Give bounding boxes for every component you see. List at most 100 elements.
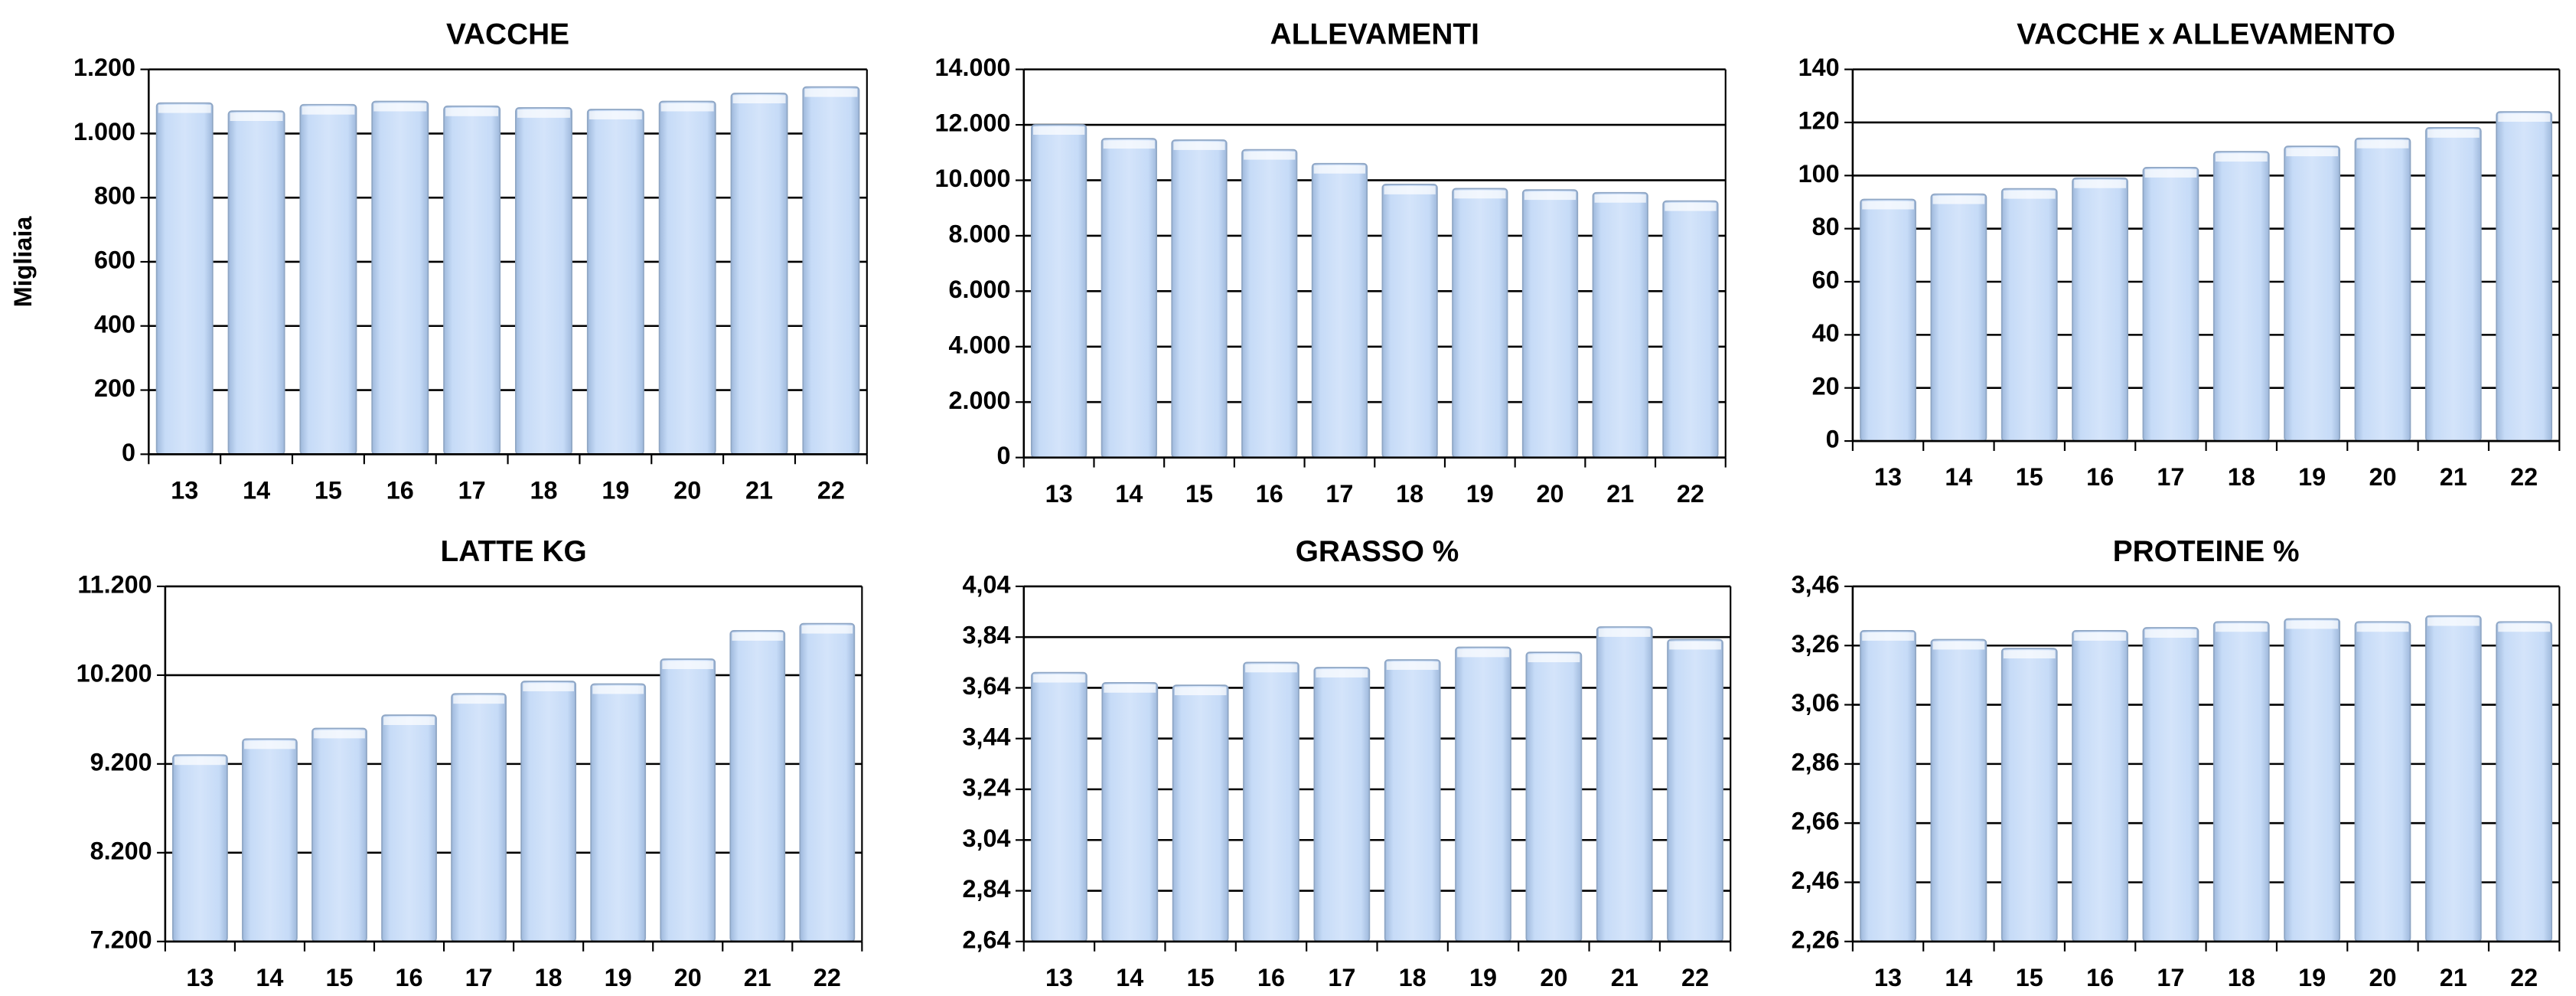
bar-top: [1033, 126, 1085, 135]
bar: [371, 100, 429, 456]
bar: [799, 622, 856, 942]
x-tick-label: 19: [1466, 480, 1494, 508]
bar: [1521, 189, 1579, 459]
bar-top: [732, 95, 786, 103]
x-tick-label: 20: [2369, 463, 2396, 491]
bar-top: [589, 111, 642, 119]
y-tick-label: 4,04: [963, 570, 1011, 598]
bar-top: [2427, 129, 2480, 138]
x-tick-label: 22: [814, 964, 841, 991]
x-tick-label: 15: [315, 476, 342, 504]
x-tick-label: 16: [396, 964, 423, 991]
x-tick-label: 14: [1116, 964, 1143, 991]
x-tick-label: 15: [1187, 964, 1215, 991]
bar-top: [2356, 623, 2409, 632]
bar-top: [2003, 650, 2056, 659]
bar: [1930, 638, 1987, 942]
y-tick-label: 10.200: [77, 659, 152, 687]
bar: [2354, 137, 2411, 442]
bar: [172, 754, 228, 942]
bar-top: [1594, 194, 1646, 203]
x-tick-label: 14: [256, 964, 283, 991]
y-tick-label: 200: [94, 374, 135, 402]
x-tick-label: 20: [673, 476, 701, 504]
bar: [1031, 671, 1087, 942]
x-tick-label: 21: [2440, 964, 2467, 991]
y-tick-label: 3,84: [963, 622, 1011, 649]
x-tick-label: 22: [1681, 964, 1709, 991]
x-tick-label: 21: [744, 964, 771, 991]
bar: [1171, 139, 1228, 459]
bar-top: [2144, 629, 2197, 638]
x-tick-label: 17: [2157, 964, 2184, 991]
bar-top: [1932, 195, 1985, 204]
bar: [2072, 630, 2128, 942]
x-tick-label: 20: [2369, 964, 2396, 991]
x-tick-label: 21: [2440, 463, 2467, 491]
x-tick-label: 19: [1469, 964, 1497, 991]
x-tick-label: 16: [2086, 463, 2114, 491]
bar-top: [1104, 684, 1156, 693]
bar-top: [2498, 623, 2550, 632]
x-tick-label: 14: [243, 476, 270, 504]
bar-top: [2215, 623, 2268, 632]
x-tick-label: 16: [1256, 480, 1283, 508]
bar: [729, 630, 786, 942]
bar-top: [383, 717, 435, 726]
y-tick-label: 40: [1812, 319, 1840, 347]
y-tick-label: 3,24: [963, 774, 1011, 802]
chart-title: VACCHE: [446, 18, 569, 51]
bar-top: [1524, 191, 1577, 201]
x-tick-label: 21: [1611, 964, 1639, 991]
y-tick-label: 12.000: [935, 109, 1011, 137]
x-tick-label: 16: [1257, 964, 1285, 991]
bar: [2142, 167, 2199, 442]
chart-title: LATTE KG: [440, 535, 586, 568]
bar: [1452, 188, 1508, 459]
y-tick-label: 7.200: [90, 926, 152, 953]
y-tick-label: 6.000: [949, 276, 1011, 303]
bar: [2284, 618, 2340, 942]
bar-top: [2427, 617, 2480, 626]
chart: VACCHE x ALLEVAMENTO 0 20 40 60 80 100 120 140 13…: [1798, 18, 2561, 491]
bar: [1381, 184, 1438, 459]
bar: [1172, 684, 1229, 942]
bar: [2000, 188, 2058, 442]
bar-top: [1862, 632, 1914, 641]
bar: [2000, 648, 2058, 942]
x-tick-label: 18: [535, 964, 562, 991]
x-tick-label: 17: [1328, 964, 1355, 991]
bar-top: [662, 661, 714, 669]
y-tick-label: 2,66: [1792, 808, 1840, 835]
bar-top: [2144, 169, 2197, 178]
bar-top: [2074, 632, 2126, 641]
y-tick-label: 0: [997, 442, 1011, 469]
bar: [1930, 193, 1987, 442]
bar: [2212, 621, 2270, 942]
bar: [2496, 621, 2553, 942]
bar-top: [1316, 669, 1368, 678]
bar-top: [1598, 629, 1651, 637]
y-tick-label: 4.000: [949, 331, 1011, 358]
x-tick-label: 20: [674, 964, 702, 991]
bar: [2072, 177, 2128, 442]
bar-top: [660, 103, 714, 112]
x-tick-label: 16: [2086, 964, 2114, 991]
bar-top: [1033, 674, 1085, 683]
bar: [227, 110, 285, 456]
bar-top: [1173, 142, 1225, 150]
bar-top: [2286, 620, 2338, 629]
y-tick-label: 2,64: [963, 926, 1011, 953]
bar: [311, 727, 367, 942]
bar: [1525, 651, 1583, 942]
chart: LATTE KG 7.200 8.200 9.200 10.200 11.200 13 14 1…: [77, 535, 863, 991]
x-tick-label: 13: [1874, 964, 1902, 991]
bar: [381, 714, 437, 942]
bar: [660, 658, 716, 942]
y-tick-label: 1.000: [73, 118, 135, 145]
bar: [1311, 162, 1368, 459]
y-tick-label: 100: [1798, 160, 1840, 188]
y-tick-label: 800: [94, 182, 135, 210]
y-tick-label: 600: [94, 247, 135, 274]
